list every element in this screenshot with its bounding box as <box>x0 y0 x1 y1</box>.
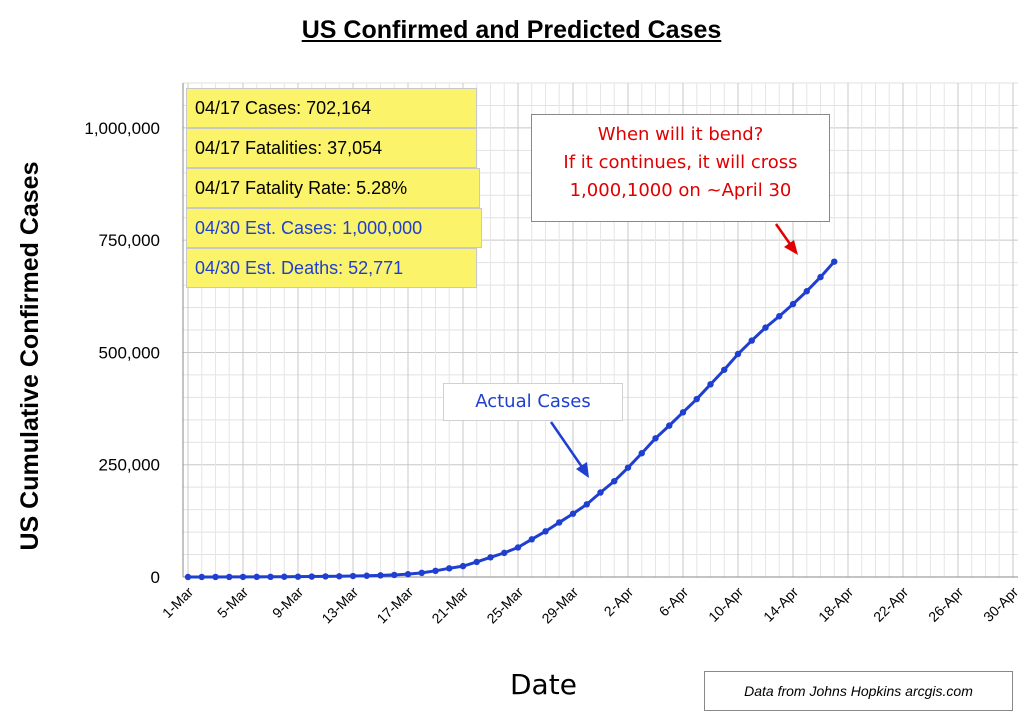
callout-line-2: If it continues, it will cross <box>563 152 798 173</box>
data-point <box>789 300 797 308</box>
data-point <box>349 572 357 580</box>
callout-line-1: When will it bend? <box>597 124 764 145</box>
y-ticks: 0 250,000 500,000 750,000 1,000,000 <box>84 119 160 587</box>
data-point <box>184 573 192 581</box>
data-point <box>583 501 590 508</box>
x-tick-label: 17-Mar <box>373 584 416 627</box>
x-tick-label: 22-Apr <box>870 584 911 625</box>
data-point <box>624 464 632 471</box>
data-point <box>569 510 577 517</box>
x-tick-label: 10-Apr <box>705 584 746 625</box>
x-tick-label: 2-Apr <box>601 584 637 620</box>
info-box-cases: 04/17 Cases: 702,164 <box>186 88 477 128</box>
source-note: Data from Johns Hopkins arcgis.com <box>704 671 1013 711</box>
data-point <box>322 573 329 580</box>
data-point <box>253 573 260 581</box>
data-point <box>748 337 755 344</box>
data-point <box>459 562 467 570</box>
data-point <box>652 435 659 442</box>
data-point <box>679 409 687 416</box>
x-tick-label: 1-Mar <box>159 584 196 621</box>
data-point <box>611 477 618 485</box>
data-point <box>391 571 398 579</box>
data-point <box>734 350 742 358</box>
data-point <box>638 450 645 457</box>
data-point <box>308 573 315 580</box>
data-point <box>212 573 219 581</box>
x-tick-label: 13-Mar <box>318 584 361 627</box>
data-point <box>281 573 288 580</box>
data-point <box>693 395 700 403</box>
data-point <box>336 573 343 580</box>
x-axis-label: Date <box>510 668 577 701</box>
actual-cases-arrowhead <box>576 462 589 478</box>
data-point <box>198 573 205 581</box>
y-tick-label: 750,000 <box>99 231 160 250</box>
callout-arrowhead <box>784 240 798 255</box>
data-point <box>817 273 824 281</box>
info-box-fatalities: 04/17 Fatalities: 37,054 <box>186 128 477 168</box>
data-point <box>363 572 370 579</box>
data-point <box>377 572 384 579</box>
data-point <box>831 258 838 265</box>
y-tick-label: 0 <box>151 568 160 587</box>
data-point <box>446 565 453 572</box>
x-tick-label: 5-Mar <box>214 584 251 621</box>
data-point <box>666 422 673 429</box>
data-point <box>501 549 508 557</box>
info-box-fatality-rate: 04/17 Fatality Rate: 5.28% <box>186 168 480 208</box>
arrows <box>549 223 798 478</box>
callout-line-3: 1,000,1000 on ~April 30 <box>569 180 792 201</box>
callout-arrow <box>774 223 792 245</box>
data-point <box>473 558 480 566</box>
x-tick-label: 18-Apr <box>815 584 856 625</box>
y-tick-label: 500,000 <box>99 343 160 362</box>
data-point <box>487 554 494 561</box>
y-axis-label: US Cumulative Confirmed Cases <box>16 162 44 551</box>
data-point <box>762 324 769 331</box>
data-point <box>721 366 728 373</box>
data-point <box>597 489 604 496</box>
data-point <box>267 573 274 581</box>
x-tick-label: 26-Apr <box>925 584 966 625</box>
x-tick-label: 21-Mar <box>428 584 471 627</box>
actual-cases-arrow <box>549 421 584 468</box>
data-point <box>528 536 535 543</box>
x-tick-label: 6-Apr <box>656 584 692 620</box>
data-point <box>239 573 247 581</box>
x-tick-label: 14-Apr <box>760 584 801 625</box>
chart-title: US Confirmed and Predicted Cases <box>301 16 722 44</box>
x-tick-label: 30-Apr <box>980 584 1021 625</box>
x-tick-label: 25-Mar <box>483 584 526 627</box>
data-point <box>514 544 522 551</box>
info-box-est-deaths: 04/30 Est. Deaths: 52,771 <box>186 248 477 288</box>
data-point <box>226 573 233 581</box>
series-actual-cases <box>184 258 838 581</box>
data-point <box>542 528 549 535</box>
actual-cases-label: Actual Cases <box>443 383 623 421</box>
y-tick-label: 250,000 <box>99 456 160 475</box>
data-point <box>432 567 439 575</box>
data-point <box>776 313 783 320</box>
x-tick-label: 9-Mar <box>269 584 306 621</box>
info-box-est-cases: 04/30 Est. Cases: 1,000,000 <box>186 208 482 248</box>
data-point <box>418 569 425 577</box>
x-ticks: 1-Mar 5-Mar 9-Mar 13-Mar 17-Mar 21-Mar 25-Mar 2… <box>159 584 1021 627</box>
data-point <box>404 570 412 578</box>
data-point <box>556 519 563 526</box>
data-point <box>294 573 302 580</box>
data-point <box>707 381 714 388</box>
callout-box: When will it bend? If it continues, it w… <box>531 114 830 222</box>
data-point <box>803 288 810 295</box>
x-tick-label: 29-Mar <box>538 584 581 627</box>
y-tick-label: 1,000,000 <box>84 119 160 138</box>
